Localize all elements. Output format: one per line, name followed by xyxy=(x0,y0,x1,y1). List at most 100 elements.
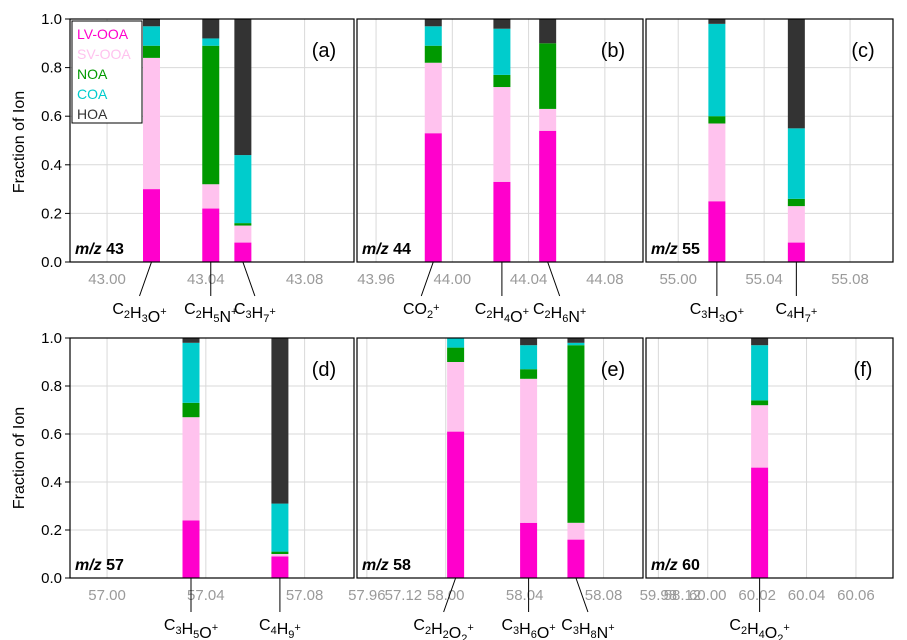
bar-segment-coa xyxy=(447,338,465,348)
mz-label: m/z 57 xyxy=(75,557,124,574)
bar-segment-coa xyxy=(234,155,252,224)
x-tick-label: 58.04 xyxy=(506,587,544,604)
bar-segment-sv-ooa xyxy=(142,57,160,190)
bar-segment-noa xyxy=(751,400,769,406)
x-tick-label: 57.96 xyxy=(348,587,386,604)
panels-group: 0.0 0.2 0.4 0.6 0.8 1.0 43.00 43.04 43.08 (a) m/z … xyxy=(41,11,894,640)
ion-leader-line xyxy=(420,261,434,297)
y-axis-label-top: Fraction of Ion xyxy=(11,91,28,193)
x-tick-label: 57.08 xyxy=(286,587,324,604)
x-tick-label: 60.00 xyxy=(689,587,727,604)
ion-label: C2H2O2+ xyxy=(413,617,473,640)
mz-label: m/z 43 xyxy=(75,241,124,258)
bar-segment-noa xyxy=(787,198,805,207)
bar-segment-coa xyxy=(142,26,160,46)
bar-segment-coa xyxy=(202,38,220,46)
bar-segment-lv-ooa xyxy=(493,181,511,262)
bar-segment-noa xyxy=(271,551,289,554)
ion-label: C2H6N+ xyxy=(533,301,586,326)
bar-segment-coa xyxy=(708,23,726,117)
bar-segment-hoa xyxy=(520,338,538,346)
x-tick-label: 43.04 xyxy=(187,271,225,288)
plot-frame xyxy=(356,18,644,263)
bar-segment-hoa xyxy=(424,19,442,27)
panel-d: 0.0 0.2 0.4 0.6 0.8 1.0 57.00 57.04 57.08 57.12 (d… xyxy=(41,330,422,640)
x-tick-label: 55.04 xyxy=(745,271,783,288)
bar-segment-lv-ooa xyxy=(567,539,585,578)
bar-segment-hoa xyxy=(751,338,769,346)
ion-leader-line xyxy=(443,577,457,613)
bar-segment-coa xyxy=(520,345,538,370)
ion-label: C2H4O+ xyxy=(475,301,529,326)
bar-segment-hoa xyxy=(708,19,726,24)
bar-segment-noa xyxy=(567,345,585,523)
bar-segment-sv-ooa xyxy=(424,62,442,134)
ion-leader-line xyxy=(547,261,561,297)
bar-segment-lv-ooa xyxy=(787,242,805,262)
y-tick-label: 0.0 xyxy=(41,254,62,271)
bar-segment-sv-ooa xyxy=(567,522,585,540)
bar-segment-lv-ooa xyxy=(520,522,538,578)
x-tick-label: 43.96 xyxy=(357,271,395,288)
y-tick-label: 0.4 xyxy=(41,474,62,491)
legend-entry-sv-ooa: SV-OOA xyxy=(77,46,131,62)
ion-label: C2H4O2+ xyxy=(729,617,789,640)
plot-frame xyxy=(645,337,894,579)
panel-letter: (f) xyxy=(854,359,873,381)
bar-segment-lv-ooa xyxy=(751,467,769,578)
ion-label: C3H6O+ xyxy=(501,617,555,640)
panel-c: 55.00 55.04 55.08 (c) m/z 55 C3H3O+ C4H7+ xyxy=(645,18,894,326)
ion-label: C4H9+ xyxy=(259,617,301,640)
panel-letter: (a) xyxy=(312,40,336,62)
ion-label: C3H5O+ xyxy=(164,617,218,640)
legend-entry-coa: COA xyxy=(77,86,108,102)
y-tick-label: 1.0 xyxy=(41,11,62,28)
y-tick-label: 0.6 xyxy=(41,426,62,443)
y-tick-label: 1.0 xyxy=(41,330,62,347)
bar-segment-coa xyxy=(424,26,442,46)
ion-label: C4H7+ xyxy=(775,301,817,325)
bar-segment-coa xyxy=(271,503,289,552)
ion-leader-line xyxy=(575,577,589,613)
bar-segment-coa xyxy=(493,28,511,75)
bar-segment-hoa xyxy=(787,19,805,129)
ion-label: CO2+ xyxy=(403,301,440,321)
legend-box xyxy=(71,20,143,124)
mz-label: m/z 55 xyxy=(651,241,700,258)
x-tick-label: 59.98 xyxy=(640,587,678,604)
bar-segment-sv-ooa xyxy=(493,87,511,182)
y-tick-label: 0.0 xyxy=(41,570,62,587)
mz-label: m/z 44 xyxy=(362,241,411,258)
bar-segment-hoa xyxy=(271,338,289,504)
bar-segment-hoa xyxy=(182,338,200,343)
x-tick-label: 57.12 xyxy=(385,587,423,604)
bar-segment-coa xyxy=(751,345,769,401)
bar-segment-lv-ooa xyxy=(234,242,252,262)
ion-label: C3H3O+ xyxy=(690,301,744,326)
ion-leader-line xyxy=(242,261,256,297)
plot-frame xyxy=(645,18,894,263)
x-tick-label: 60.02 xyxy=(738,587,776,604)
plot-frame xyxy=(69,18,355,263)
x-tick-label: 58.00 xyxy=(427,587,465,604)
bar-segment-lv-ooa xyxy=(182,520,200,578)
bar-segment-noa xyxy=(539,43,557,109)
legend-entry-noa: NOA xyxy=(77,66,108,82)
x-tick-label: 58.12 xyxy=(664,587,702,604)
bar-segment-noa xyxy=(493,74,511,88)
bar-segment-noa xyxy=(520,369,538,379)
ion-label: C2H5N+ xyxy=(184,301,237,326)
bar-segment-lv-ooa xyxy=(424,133,442,262)
y-tick-label: 0.6 xyxy=(41,108,62,125)
x-tick-label: 57.00 xyxy=(88,587,126,604)
legend: LV-OOA SV-OOA NOA COA HOA xyxy=(71,20,143,124)
bar-segment-hoa xyxy=(234,19,252,156)
x-tick-label: 55.00 xyxy=(659,271,697,288)
bar-segment-hoa xyxy=(493,19,511,29)
bar-segment-coa xyxy=(787,128,805,199)
ion-leader-line xyxy=(139,261,152,297)
panel-letter: (e) xyxy=(601,359,625,381)
bar-segment-hoa xyxy=(202,19,220,39)
ion-label: C2H3O+ xyxy=(112,301,166,326)
